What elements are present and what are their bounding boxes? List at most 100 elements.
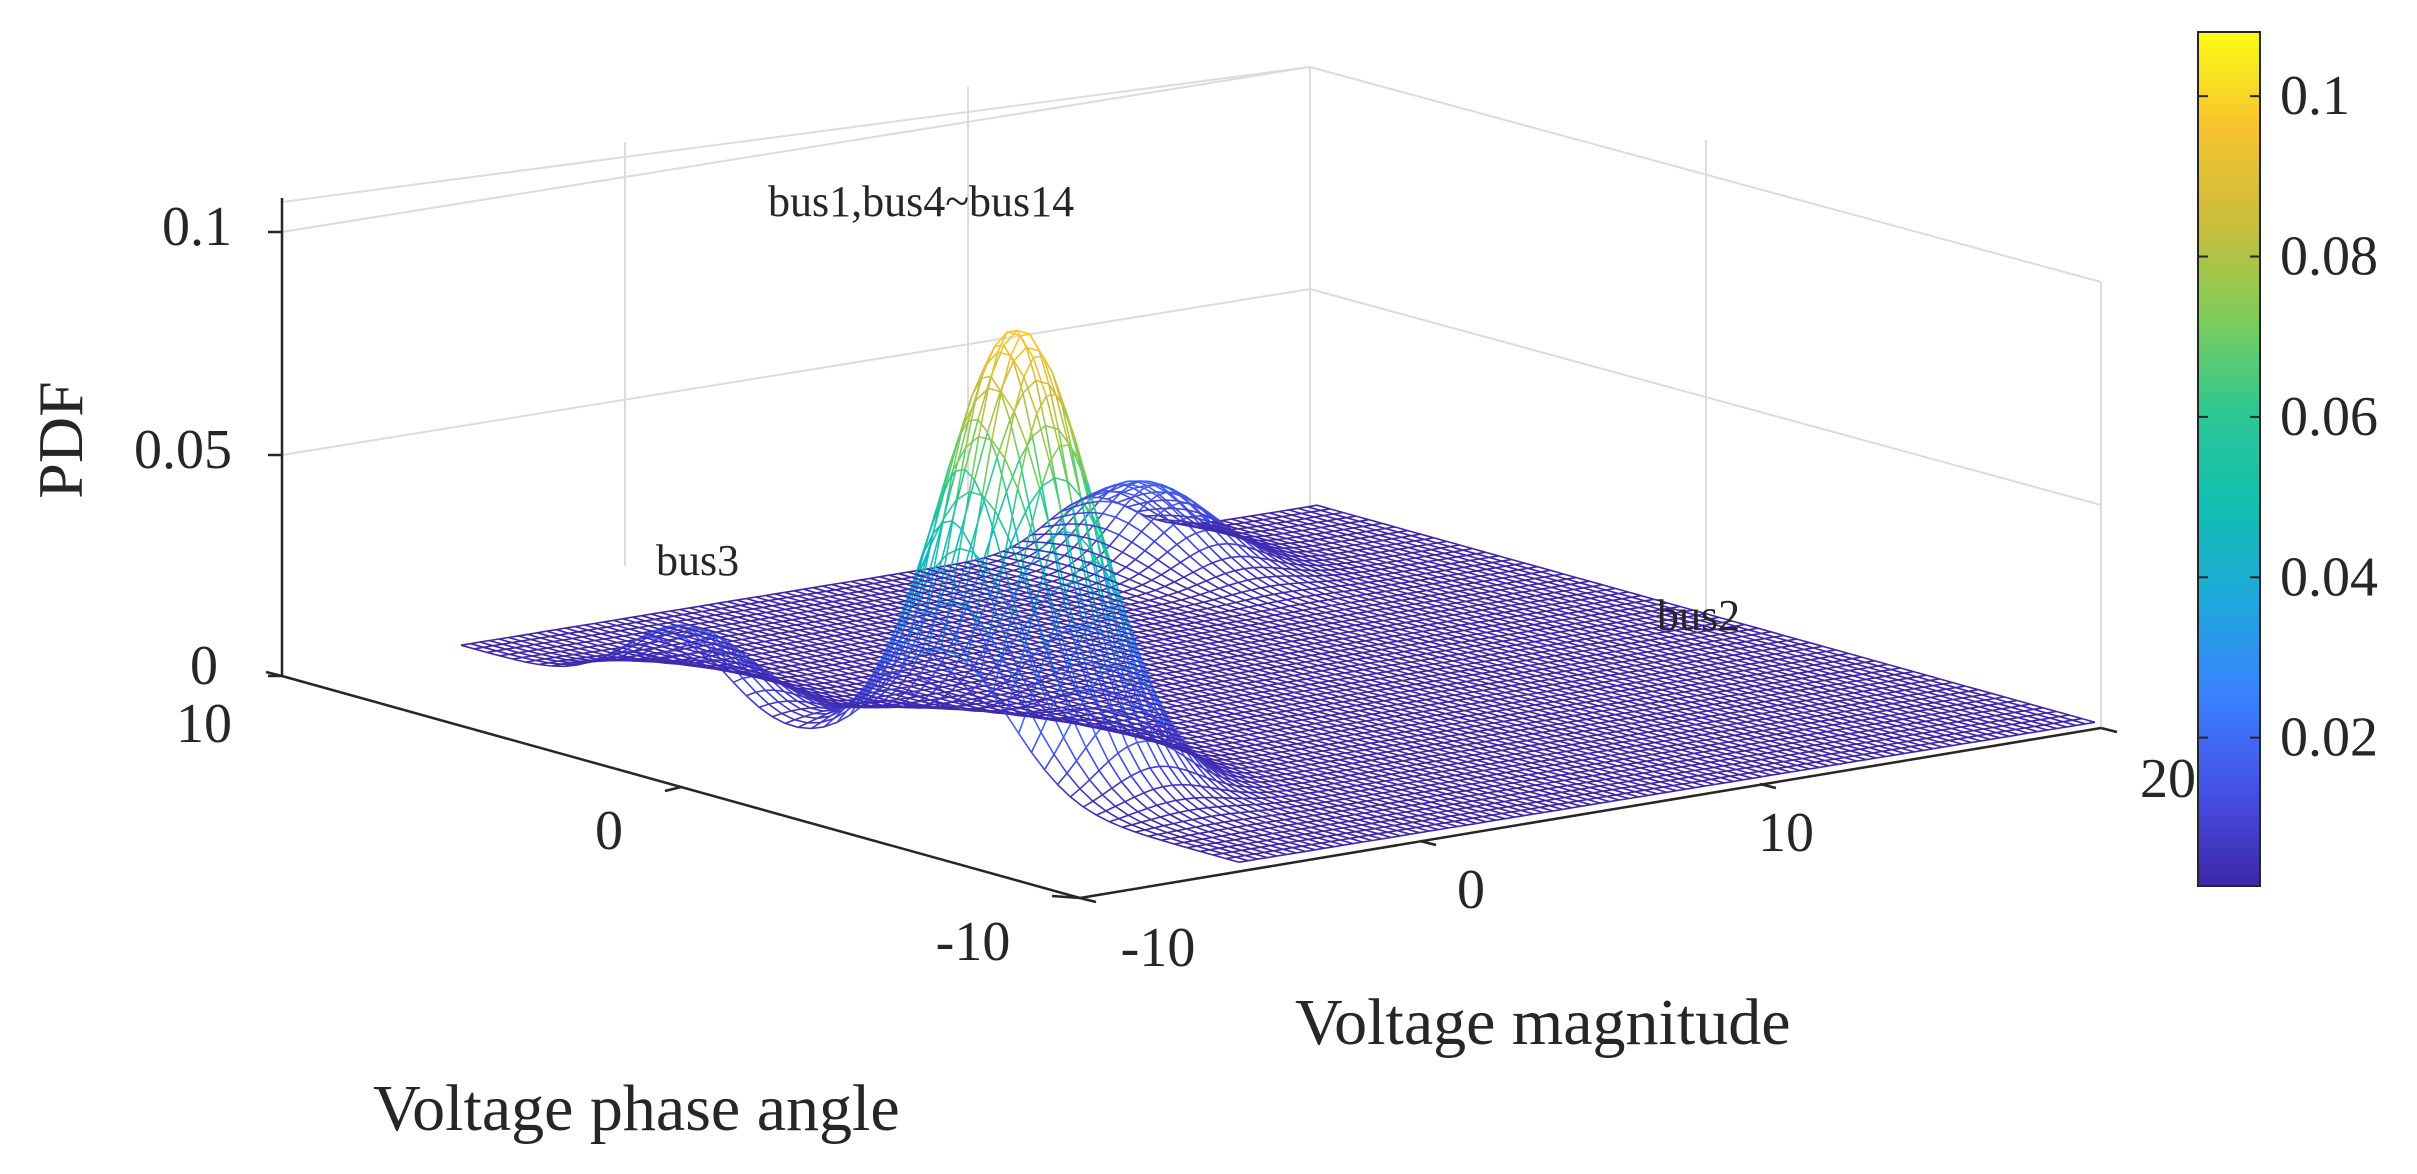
mesh-segment [1267, 600, 1278, 605]
surface-mesh [460, 329, 2096, 863]
mesh-segment [1194, 601, 1204, 606]
mesh-segment [1122, 824, 1132, 828]
mesh-segment [1182, 818, 1193, 823]
mesh-segment [1138, 566, 1149, 575]
mesh-segment [1205, 576, 1217, 582]
mesh-segment [1026, 570, 1037, 575]
mesh-segment [1016, 445, 1028, 489]
mesh-segment [1241, 589, 1252, 594]
grid-line [281, 66, 1311, 203]
mesh-segment [1251, 587, 1261, 591]
mesh-segment [1257, 576, 1267, 580]
mesh-segment [1227, 542, 1238, 546]
mesh-segment [1050, 543, 1062, 554]
mesh-segment [1126, 595, 1137, 600]
mesh-segment [1048, 570, 1059, 576]
x-tick-0-label: 0 [1457, 859, 1485, 921]
mesh-segment [1244, 566, 1254, 570]
mesh-segment [797, 722, 808, 729]
mesh-segment [1166, 799, 1177, 804]
mesh-segment [1149, 597, 1159, 602]
mesh-segment [983, 554, 994, 559]
mesh-segment [1114, 504, 1126, 518]
mesh-segment [1111, 781, 1122, 789]
mesh-segment [663, 651, 675, 658]
mesh-segment [1010, 335, 1022, 356]
mesh-segment [1215, 572, 1226, 578]
mesh-segment [1118, 522, 1130, 536]
mesh-segment [1270, 584, 1280, 587]
mesh-segment [905, 691, 916, 696]
mesh-segment [1061, 573, 1072, 580]
mesh-segment [1134, 550, 1146, 561]
mesh-segment [1155, 585, 1166, 591]
mesh-segment [1082, 800, 1094, 808]
mesh-segment [956, 699, 968, 706]
mesh-segment [1160, 505, 1171, 514]
mesh-segment [1147, 804, 1158, 810]
mesh-segment [1075, 747, 1087, 762]
mesh-segment [955, 468, 966, 472]
mesh-segment [784, 719, 795, 725]
mesh-segment [1025, 347, 1037, 381]
mesh-segment [1150, 816, 1161, 821]
mesh-segment [1131, 821, 1142, 826]
mesh-segment [739, 661, 750, 665]
mesh-segment [1035, 566, 1046, 572]
mesh-segment [1228, 581, 1239, 587]
mesh-segment [1231, 555, 1241, 559]
mesh-segment [1165, 499, 1176, 509]
x-tick-10-mark [1759, 782, 1777, 790]
mesh-segment [1107, 752, 1119, 762]
mesh-segment [1213, 596, 1223, 601]
mesh-segment [1283, 590, 1293, 594]
mesh-segment [1074, 578, 1085, 584]
mesh-segment [1219, 584, 1230, 590]
mesh-segment [1136, 740, 1147, 744]
mesh-segment [1209, 587, 1220, 593]
mesh-segment [1141, 818, 1152, 823]
mesh-segment [1133, 487, 1144, 495]
mesh-segment [1046, 393, 1056, 397]
mesh-segment [1207, 806, 1218, 809]
mesh-segment [1226, 601, 1236, 606]
mesh-segment [1157, 551, 1168, 561]
mesh-segment [1171, 599, 1182, 604]
mesh-segment [771, 712, 782, 718]
mesh-segment [1132, 584, 1143, 590]
mesh-segment [1176, 537, 1187, 546]
mesh-segment [1143, 788, 1154, 794]
z-tick-0.1-label: 0.1 [162, 196, 232, 258]
mesh-segment [1183, 571, 1194, 578]
mesh-segment [942, 520, 953, 524]
mesh-segment [968, 418, 979, 422]
mesh-segment [1050, 511, 1061, 521]
mesh-segment [1277, 598, 1287, 603]
mesh-segment [1101, 787, 1113, 796]
mesh-segment [1160, 568, 1172, 576]
mesh-segment [1180, 596, 1191, 601]
mesh-segment [1056, 772, 1068, 786]
mesh-segment [1192, 566, 1204, 573]
mesh-segment [1258, 602, 1268, 606]
y-tick-10-label: 10 [176, 693, 232, 755]
mesh-segment [993, 550, 1004, 556]
mesh-segment [1057, 523, 1068, 535]
mesh-segment [1195, 529, 1206, 534]
mesh-segment [1161, 507, 1173, 517]
mesh-segment [1212, 558, 1223, 564]
mesh-segment [1171, 514, 1182, 522]
x-tick-20-label: 20 [2140, 748, 2196, 810]
mesh-segment [951, 520, 963, 530]
x-tick-0-mark [1419, 839, 1437, 847]
mesh-segment [1088, 769, 1100, 781]
mesh-segment [1173, 820, 1183, 825]
mesh-segment [1144, 540, 1155, 552]
mesh-segment [1168, 491, 1180, 502]
mesh-segment [755, 689, 766, 693]
mesh-segment [1098, 760, 1110, 772]
mesh-segment [781, 710, 792, 715]
mesh-segment [1198, 806, 1209, 810]
y-tick-0-label: 0 [595, 800, 623, 862]
mesh-segment [1002, 546, 1013, 553]
